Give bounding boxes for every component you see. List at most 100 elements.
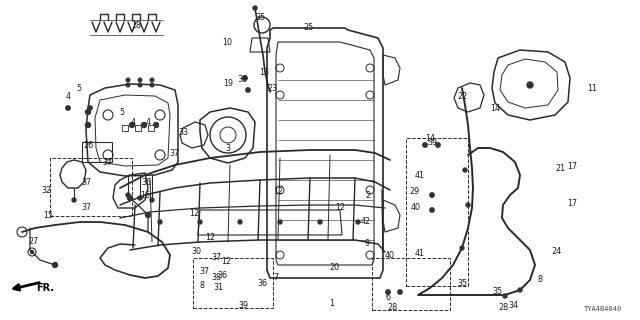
Circle shape [386,290,390,294]
Circle shape [145,212,150,218]
Circle shape [253,6,257,10]
Circle shape [436,143,440,147]
Text: 12: 12 [273,188,283,196]
Circle shape [278,220,282,224]
Bar [148,125,154,131]
Circle shape [88,106,92,110]
Circle shape [66,106,70,110]
Circle shape [138,78,142,82]
Text: 38: 38 [211,273,221,282]
Bar [406,138,468,286]
Circle shape [430,193,434,197]
Text: 5: 5 [120,108,125,116]
Circle shape [138,196,142,200]
Text: 28: 28 [387,303,397,313]
Text: 18: 18 [131,20,141,29]
Text: 12: 12 [221,258,231,267]
Circle shape [126,83,130,87]
Circle shape [138,83,142,87]
Text: 9: 9 [364,239,369,249]
Text: 23: 23 [267,84,277,92]
Text: 36: 36 [217,271,227,281]
Bar [372,258,450,310]
Text: 19: 19 [223,78,233,87]
Text: 20: 20 [329,263,339,273]
Text: 35: 35 [457,278,467,287]
Text: 4: 4 [65,92,70,100]
Circle shape [466,203,470,207]
Circle shape [246,88,250,92]
Circle shape [150,198,154,202]
Bar [135,125,141,131]
Circle shape [126,78,130,82]
Circle shape [423,143,428,147]
Text: 4: 4 [145,117,150,126]
Text: 37: 37 [102,157,112,166]
Text: 41: 41 [415,171,425,180]
Circle shape [86,123,90,127]
Circle shape [243,76,247,80]
Text: 37: 37 [199,268,209,276]
Text: 39: 39 [238,301,248,310]
Bar [122,125,128,131]
Text: 12: 12 [335,204,345,212]
Text: 13: 13 [259,68,269,76]
Text: 41: 41 [415,249,425,258]
Circle shape [356,220,360,224]
Text: 5: 5 [76,84,81,92]
Text: 27: 27 [28,237,38,246]
Text: 42: 42 [361,218,371,227]
Circle shape [503,294,507,298]
Circle shape [126,193,130,197]
Text: 36: 36 [257,278,267,287]
Circle shape [72,198,76,202]
Text: 36: 36 [237,75,247,84]
Circle shape [238,220,242,224]
Text: 14: 14 [425,133,435,142]
Text: 12: 12 [189,210,199,219]
Text: 37: 37 [169,148,179,157]
Circle shape [154,123,159,127]
Circle shape [318,220,322,224]
Text: 17: 17 [567,162,577,171]
Text: 30: 30 [191,247,201,257]
Text: 12: 12 [205,233,215,242]
Circle shape [141,123,147,127]
Text: 37: 37 [211,252,221,261]
Text: 7: 7 [273,274,278,283]
Circle shape [158,220,162,224]
Text: 21: 21 [555,164,565,172]
Text: 8: 8 [200,282,205,291]
Text: FR.: FR. [36,283,54,293]
Text: 6: 6 [385,293,390,302]
Text: 8: 8 [538,276,543,284]
Circle shape [460,246,464,250]
Circle shape [150,83,154,87]
Text: 28: 28 [498,303,508,313]
Text: 32: 32 [41,186,51,195]
Text: 36: 36 [141,178,151,187]
Text: 11: 11 [587,84,597,92]
Circle shape [86,109,90,115]
Bar [193,258,273,308]
Text: 37: 37 [81,178,91,187]
Text: 37: 37 [81,203,91,212]
Text: 16: 16 [140,191,150,201]
Text: 31: 31 [213,284,223,292]
Circle shape [430,208,434,212]
Text: 26: 26 [83,140,93,149]
Text: 2: 2 [365,191,371,201]
Circle shape [52,262,58,268]
Text: TYA4B4040: TYA4B4040 [584,306,622,312]
Text: 17: 17 [567,198,577,207]
Text: 29: 29 [409,188,419,196]
Circle shape [198,220,202,224]
Text: 4: 4 [131,117,136,126]
Bar [50,158,132,216]
Text: 10: 10 [222,37,232,46]
Text: 15: 15 [43,211,53,220]
Text: 33: 33 [178,127,188,137]
Text: 35: 35 [255,12,265,21]
Text: 25: 25 [303,22,313,31]
Text: 40: 40 [411,203,421,212]
